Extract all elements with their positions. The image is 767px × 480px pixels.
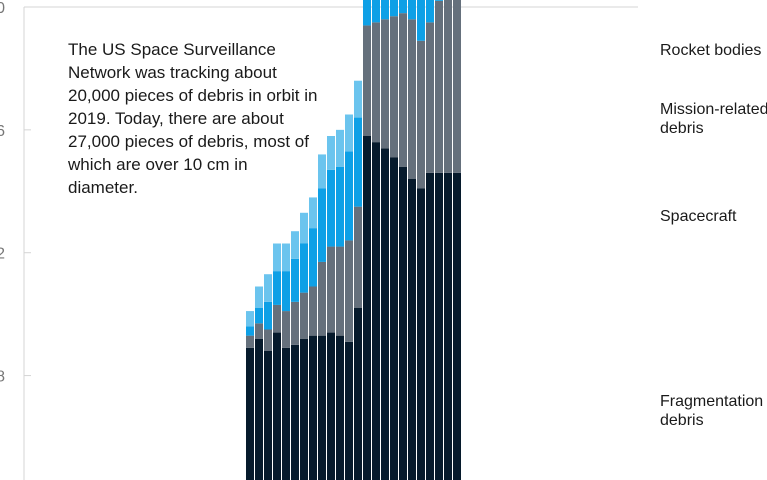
bar-fragmentation-56 bbox=[390, 157, 398, 480]
bar-spacecraft-63 bbox=[453, 0, 461, 173]
bar-mission-59 bbox=[417, 0, 425, 41]
bar-spacecraft-50 bbox=[336, 246, 344, 336]
bar-spacecraft-58 bbox=[408, 19, 416, 179]
bar-spacecraft-54 bbox=[372, 22, 380, 143]
bar-mission-46 bbox=[300, 243, 308, 293]
bar-mission-47 bbox=[309, 228, 317, 287]
bar-fragmentation-51 bbox=[345, 341, 353, 480]
bar-mission-56 bbox=[390, 0, 398, 17]
legend-label-spacecraft: Spacecraft bbox=[660, 208, 737, 225]
bar-spacecraft-61 bbox=[435, 0, 443, 173]
bar-rocket-48 bbox=[318, 154, 326, 189]
y-tick-label-0: 8 bbox=[0, 369, 5, 386]
bar-spacecraft-44 bbox=[282, 311, 290, 348]
bar-mission-48 bbox=[318, 188, 326, 262]
y-tick-label-1: 2 bbox=[0, 246, 5, 263]
bar-rocket-49 bbox=[327, 136, 335, 170]
bar-rocket-42 bbox=[264, 274, 272, 302]
bar-mission-41 bbox=[255, 308, 263, 324]
bar-spacecraft-48 bbox=[318, 261, 326, 336]
bar-fragmentation-50 bbox=[336, 335, 344, 480]
bar-fragmentation-48 bbox=[318, 335, 326, 480]
bar-spacecraft-55 bbox=[381, 19, 389, 149]
bar-mission-42 bbox=[264, 301, 272, 330]
bar-fragmentation-46 bbox=[300, 338, 308, 480]
bar-spacecraft-56 bbox=[390, 16, 398, 158]
bar-fragmentation-63 bbox=[453, 172, 461, 480]
bar-fragmentation-61 bbox=[435, 172, 443, 480]
chart-bars bbox=[246, 0, 461, 480]
legend-label-rocket-bodies: Rocket bodies bbox=[660, 42, 762, 59]
bar-spacecraft-41 bbox=[255, 323, 263, 339]
bar-fragmentation-55 bbox=[381, 148, 389, 480]
bar-spacecraft-40 bbox=[246, 335, 254, 348]
bar-spacecraft-47 bbox=[309, 286, 317, 336]
bar-mission-57 bbox=[399, 0, 407, 14]
bar-spacecraft-49 bbox=[327, 246, 335, 333]
bar-rocket-43 bbox=[273, 243, 281, 272]
bar-rocket-40 bbox=[246, 311, 254, 327]
bar-spacecraft-43 bbox=[273, 304, 281, 333]
bar-spacecraft-51 bbox=[345, 240, 353, 342]
y-tick-label-3: 0 bbox=[0, 0, 5, 17]
bar-rocket-51 bbox=[345, 114, 353, 152]
bar-rocket-41 bbox=[255, 286, 263, 308]
bar-fragmentation-43 bbox=[273, 332, 281, 480]
bar-mission-49 bbox=[327, 169, 335, 247]
bar-fragmentation-53 bbox=[363, 136, 371, 480]
bar-spacecraft-46 bbox=[300, 292, 308, 339]
bar-mission-52 bbox=[354, 117, 362, 207]
bar-spacecraft-59 bbox=[417, 40, 425, 189]
bar-rocket-52 bbox=[354, 80, 362, 118]
bar-fragmentation-40 bbox=[246, 347, 254, 480]
bar-mission-50 bbox=[336, 166, 344, 247]
bar-spacecraft-60 bbox=[426, 22, 434, 173]
bar-mission-44 bbox=[282, 271, 290, 312]
bar-rocket-46 bbox=[300, 212, 308, 244]
bar-fragmentation-57 bbox=[399, 166, 407, 480]
chart-axes: 8 2 6 0 bbox=[0, 0, 638, 480]
bar-mission-60 bbox=[426, 0, 434, 23]
bar-mission-43 bbox=[273, 271, 281, 305]
bar-fragmentation-45 bbox=[291, 344, 299, 480]
bar-rocket-44 bbox=[282, 243, 290, 272]
bar-fragmentation-52 bbox=[354, 308, 362, 480]
bar-mission-51 bbox=[345, 151, 353, 241]
bar-spacecraft-52 bbox=[354, 206, 362, 308]
bar-rocket-50 bbox=[336, 129, 344, 167]
bar-mission-45 bbox=[291, 258, 299, 302]
y-tick-label-2: 6 bbox=[0, 123, 5, 140]
bar-mission-54 bbox=[372, 0, 380, 23]
bar-fragmentation-59 bbox=[417, 188, 425, 480]
bar-spacecraft-57 bbox=[399, 13, 407, 167]
bar-mission-58 bbox=[408, 0, 416, 20]
bar-mission-53 bbox=[363, 0, 371, 26]
legend-label-mission-related-debris: Mission-related debris bbox=[660, 101, 767, 137]
bar-fragmentation-47 bbox=[309, 335, 317, 480]
bar-fragmentation-49 bbox=[327, 332, 335, 480]
bar-mission-61 bbox=[435, 0, 443, 1]
bar-rocket-47 bbox=[309, 197, 317, 229]
bar-fragmentation-54 bbox=[372, 142, 380, 480]
bar-fragmentation-60 bbox=[426, 172, 434, 480]
bar-fragmentation-41 bbox=[255, 338, 263, 480]
bar-mission-55 bbox=[381, 0, 389, 20]
bar-spacecraft-42 bbox=[264, 329, 272, 351]
chart-annotation: The US Space Surveillance Network was tr… bbox=[68, 40, 318, 197]
bar-fragmentation-44 bbox=[282, 347, 290, 480]
bar-spacecraft-45 bbox=[291, 301, 299, 345]
bar-fragmentation-58 bbox=[408, 179, 416, 480]
bar-fragmentation-62 bbox=[444, 172, 452, 480]
legend-label-fragmentation-debris: Fragmentation debris bbox=[660, 393, 764, 429]
bar-rocket-45 bbox=[291, 231, 299, 259]
bar-spacecraft-53 bbox=[363, 25, 371, 136]
bar-spacecraft-62 bbox=[444, 0, 452, 173]
bar-mission-40 bbox=[246, 326, 254, 336]
bar-fragmentation-42 bbox=[264, 351, 272, 480]
